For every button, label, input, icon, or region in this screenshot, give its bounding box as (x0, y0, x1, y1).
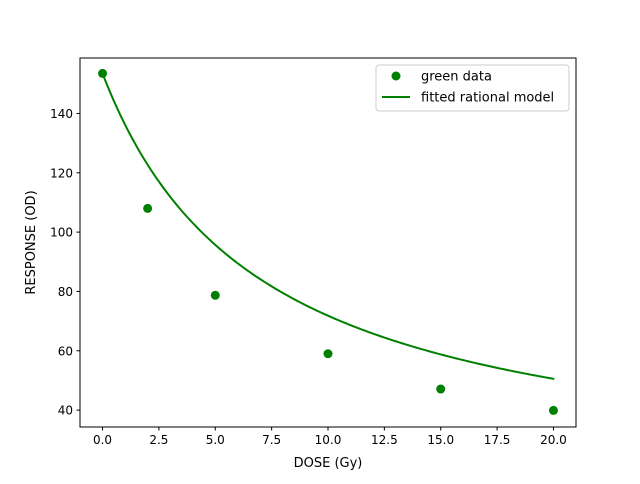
fitted-model-line (101, 72, 555, 380)
legend-label-fitted-model: fitted rational model (421, 91, 554, 106)
data-point (436, 384, 446, 394)
x-tick-label: 15.0 (427, 433, 454, 447)
x-tick-label: 0.0 (93, 433, 112, 447)
legend: green data fitted rational model (375, 64, 570, 112)
y-tick-label: 100 (50, 226, 73, 240)
y-tick-label: 140 (50, 107, 73, 121)
plot-background (80, 58, 576, 427)
y-tick-label: 60 (58, 344, 73, 358)
fit-layer (101, 72, 555, 380)
legend-box (375, 64, 570, 112)
x-tick-label: 5.0 (206, 433, 225, 447)
x-tick-label: 7.5 (262, 433, 281, 447)
y-tick-label: 40 (58, 404, 73, 418)
y-axis-ticks: 40 60 80 100 120 140 (50, 107, 80, 418)
data-point (98, 68, 108, 78)
x-tick-label: 17.5 (484, 433, 511, 447)
data-point (323, 349, 333, 359)
legend-marker-green-data (391, 71, 401, 81)
legend-label-green-data: green data (421, 70, 492, 85)
y-axis-label: RESPONSE (OD) (24, 190, 39, 294)
x-tick-label: 2.5 (149, 433, 168, 447)
y-tick-label: 80 (58, 285, 73, 299)
points-layer (98, 68, 558, 415)
data-point (548, 405, 558, 415)
y-tick-label: 120 (50, 166, 73, 180)
data-point (210, 290, 220, 300)
x-axis-label: DOSE (Gy) (294, 456, 363, 471)
x-tick-label: 20.0 (540, 433, 567, 447)
x-tick-label: 10.0 (315, 433, 342, 447)
x-axis-ticks: 0.0 2.5 5.0 7.5 10.0 12.5 15.0 17.5 20.0 (93, 427, 567, 447)
x-tick-label: 12.5 (371, 433, 398, 447)
data-point (143, 203, 153, 213)
